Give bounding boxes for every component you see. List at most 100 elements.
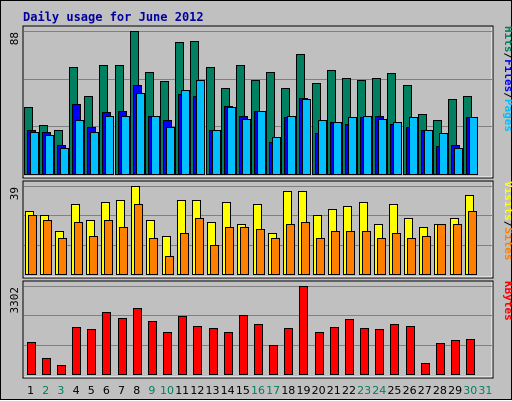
bar-kbytes-day-2 [42,358,51,375]
legend-entry: Pages [502,99,512,132]
bar-pages-day-16 [257,111,266,175]
day-label-17: 17 [266,384,280,397]
bar-sites-day-3 [58,238,67,275]
bar-pages-day-5 [90,132,99,175]
bar-sites-day-22 [346,231,355,275]
day-label-29: 29 [448,384,462,397]
bar-kbytes-day-4 [72,327,81,375]
day-label-30: 30 [463,384,477,397]
day-label-4: 4 [73,384,80,397]
day-label-20: 20 [312,384,326,397]
legend-entry: Visits [502,181,512,221]
panel-visits-sites: 39 Visits/Sites [8,180,512,279]
bar-sites-day-14 [225,227,234,275]
day-label-27: 27 [418,384,432,397]
day-label-5: 5 [88,384,95,397]
bar-kbytes-day-21 [330,327,339,375]
bar-pages-day-18 [287,116,296,175]
legend-entry: / [502,221,512,228]
bar-sites-day-20 [316,238,325,275]
bar-pages-day-17 [272,137,281,175]
day-label-6: 6 [103,384,110,397]
series-kbytes [27,286,475,375]
bar-pages-day-27 [424,130,433,175]
bar-sites-day-4 [74,222,83,275]
bar-sites-day-1 [28,215,37,275]
bar-sites-day-24 [377,238,386,275]
bar-pages-day-15 [242,119,251,175]
bar-kbytes-day-10 [163,332,172,375]
bar-pages-day-11 [181,90,190,175]
bar-kbytes-day-1 [27,342,36,375]
series-sites [28,204,477,275]
bar-pages-day-6 [105,116,114,175]
bar-kbytes-day-7 [118,318,127,375]
bar-kbytes-day-3 [57,365,66,375]
legend-entry: Sites [502,227,512,260]
bar-sites-day-9 [149,238,158,275]
day-label-15: 15 [236,384,250,397]
bar-sites-day-23 [362,231,371,275]
day-label-10: 10 [160,384,174,397]
day-label-12: 12 [190,384,204,397]
bar-sites-day-27 [422,236,431,275]
bar-kbytes-day-12 [193,326,202,375]
day-label-1: 1 [27,384,34,397]
bar-pages-day-30 [469,117,478,175]
legend: KBytes [502,281,512,321]
day-label-18: 18 [281,384,295,397]
bar-pages-day-28 [439,133,448,175]
day-label-26: 26 [403,384,417,397]
bar-kbytes-day-30 [466,339,475,375]
bar-sites-day-25 [392,233,401,275]
bar-pages-day-10 [166,127,175,175]
bar-kbytes-day-14 [224,332,233,375]
bar-kbytes-day-26 [406,326,415,375]
legend-entry: / [502,53,512,60]
panel-kbytes: 3302 KBytes [8,280,512,379]
day-label-7: 7 [118,384,125,397]
legend: Visits/Sites [502,181,512,261]
bar-kbytes-day-18 [284,328,293,375]
bar-kbytes-day-19 [299,286,308,375]
bar-pages-day-14 [227,107,236,175]
bar-pages-day-26 [409,117,418,175]
bar-sites-day-10 [165,256,174,275]
bar-sites-day-26 [407,238,416,275]
bar-sites-day-13 [210,245,219,275]
bar-kbytes-day-13 [209,328,218,375]
bar-pages-day-8 [136,93,145,175]
bar-pages-day-25 [393,122,402,175]
bar-pages-day-9 [151,116,160,175]
day-label-11: 11 [175,384,189,397]
bar-kbytes-day-6 [102,312,111,375]
bar-kbytes-day-25 [390,324,399,375]
bar-sites-day-6 [104,220,113,275]
legend-entry: KBytes [502,281,512,321]
y-max-label: 39 [8,187,21,200]
bar-pages-day-19 [302,99,311,175]
legend-entry: Hits [502,26,512,53]
y-max-label: 88 [8,32,21,45]
day-label-19: 19 [296,384,310,397]
bar-kbytes-day-5 [87,329,96,375]
bar-pages-day-13 [212,130,221,175]
bar-pages-day-12 [196,80,205,175]
day-label-8: 8 [133,384,140,397]
day-label-13: 13 [206,384,220,397]
y-max-label: 3302 [8,287,21,314]
bar-kbytes-day-20 [315,332,324,375]
bar-pages-day-21 [333,122,342,175]
bar-pages-day-23 [363,116,372,175]
bar-pages-day-7 [121,116,130,175]
bar-sites-day-29 [453,224,462,275]
bar-sites-day-12 [195,218,204,275]
day-label-28: 28 [433,384,447,397]
legend: Hits/Files/Pages [502,26,512,132]
bar-sites-day-16 [256,229,265,275]
bar-pages-day-2 [45,135,54,175]
bar-kbytes-day-15 [239,315,248,375]
bar-kbytes-day-17 [269,345,278,375]
